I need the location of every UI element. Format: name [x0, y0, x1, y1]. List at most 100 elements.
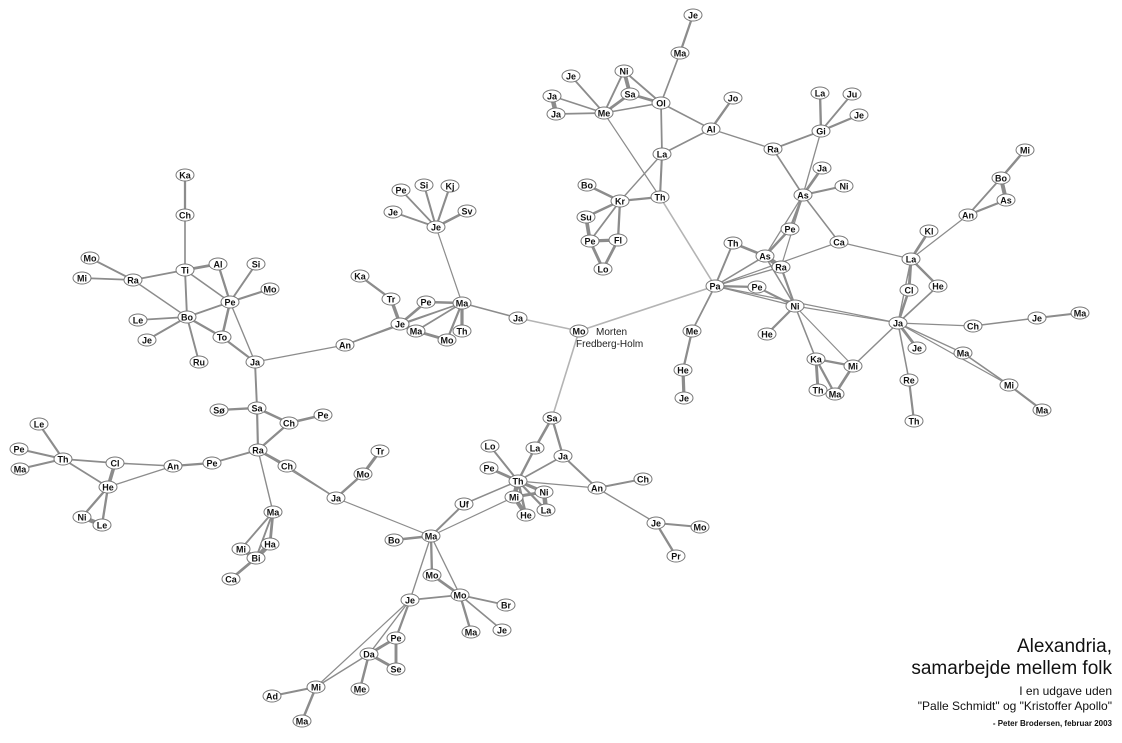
person-node: Ch — [279, 416, 299, 430]
person-node: Da — [359, 647, 379, 661]
person-node: Je — [674, 391, 694, 405]
person-node: He — [673, 363, 693, 377]
person-node-label: Mo — [357, 470, 370, 480]
person-node: Ni — [614, 64, 634, 78]
person-node: Je — [1027, 311, 1047, 325]
person-node-shape — [105, 456, 125, 470]
person-node: Jo — [723, 91, 743, 105]
person-node-label: Ma — [267, 508, 280, 518]
person-node-shape — [928, 279, 948, 293]
person-node-shape — [247, 401, 267, 415]
person-node: Th — [650, 190, 670, 204]
collaboration-edge — [459, 594, 503, 631]
collaboration-edge — [660, 52, 681, 104]
person-node: Sa — [620, 87, 640, 101]
person-node: Kl — [919, 224, 939, 238]
person-node-shape — [899, 283, 919, 297]
collaboration-edge — [435, 226, 463, 304]
person-node-shape — [763, 142, 783, 156]
person-node-label: Je — [854, 111, 864, 121]
person-node: Ra — [763, 142, 783, 156]
person-node-shape — [651, 96, 671, 110]
collaboration-edge — [430, 496, 515, 537]
collaboration-edge — [578, 285, 716, 332]
person-node: Pa — [705, 279, 725, 293]
person-node-label: Mo — [264, 285, 277, 295]
person-node-label: Je — [566, 72, 576, 82]
person-node-shape — [208, 257, 228, 271]
person-node-shape — [496, 598, 516, 612]
person-node-label: To — [217, 333, 228, 343]
person-node-shape — [542, 89, 562, 103]
person-node-label: La — [657, 150, 668, 160]
person-node-shape — [757, 327, 777, 341]
person-node: Ju — [842, 87, 862, 101]
person-node-shape — [175, 208, 195, 222]
collaboration-edge — [114, 462, 174, 467]
person-node-label: He — [677, 366, 689, 376]
person-node-shape — [326, 491, 346, 505]
person-node: Je — [426, 220, 446, 234]
person-node-shape — [381, 292, 401, 306]
person-node-label: Gi — [816, 127, 826, 137]
person-node-shape — [246, 551, 266, 565]
person-node: Th — [808, 383, 828, 397]
collaboration-edge — [186, 316, 200, 363]
title-line-1: Alexandria, — [1016, 636, 1112, 657]
person-node-label: Bi — [252, 554, 261, 564]
person-node-shape — [999, 378, 1019, 392]
person-node-label: Fl — [614, 236, 622, 246]
person-node-label: Pr — [671, 552, 681, 562]
person-node-label: Ni — [840, 182, 849, 192]
person-node: Ch — [963, 319, 983, 333]
person-node-shape — [29, 417, 49, 431]
person-node-label: Ch — [179, 211, 191, 221]
collaboration-edge — [551, 95, 605, 114]
person-node-label: Ra — [127, 276, 139, 286]
collaboration-edge — [897, 322, 910, 381]
person-node: Me — [682, 324, 702, 338]
person-node-shape — [384, 533, 404, 547]
person-node-shape — [587, 481, 607, 495]
person-node-shape — [386, 662, 406, 676]
person-node-shape — [1070, 306, 1090, 320]
person-node-shape — [650, 190, 670, 204]
center-person-label: Morten Fredberg-Holm — [576, 327, 643, 351]
collaboration-edge — [710, 128, 774, 150]
person-node: Al — [701, 122, 721, 136]
person-node: Sa — [542, 411, 562, 425]
person-node-shape — [849, 108, 869, 122]
person-node: Me — [594, 106, 614, 120]
person-node: Ad — [262, 689, 282, 703]
person-node-shape — [806, 352, 826, 366]
person-node: Me — [350, 682, 370, 696]
person-node-label: Je — [431, 223, 441, 233]
person-node: Fl — [608, 233, 628, 247]
person-node: Th — [723, 236, 743, 250]
person-node-shape — [390, 317, 410, 331]
person-node: Ka — [175, 168, 195, 182]
person-node: An — [958, 208, 978, 222]
person-node-shape — [292, 714, 312, 728]
person-node: As — [996, 193, 1016, 207]
person-node: Kj — [440, 179, 460, 193]
collaboration-edge — [794, 305, 854, 367]
collaboration-edge — [661, 128, 712, 155]
person-node-label: Sa — [251, 404, 263, 414]
person-node-shape — [98, 480, 118, 494]
person-node: Su — [576, 210, 596, 224]
person-node-shape — [580, 234, 600, 248]
person-node-label: Tr — [387, 295, 396, 305]
collaboration-edge — [714, 266, 782, 287]
person-node-label: Br — [501, 601, 511, 611]
person-node: Pe — [386, 631, 406, 645]
person-node-label: Cl — [111, 459, 120, 469]
person-node-label: Pe — [751, 283, 762, 293]
collaboration-edge — [603, 70, 625, 114]
author-credit: - Peter Brodersen, februar 2003 — [992, 719, 1112, 728]
person-node-shape — [991, 171, 1011, 185]
person-node-label: Je — [497, 626, 507, 636]
person-node-label: Pe — [224, 298, 235, 308]
person-node-label: Pe — [395, 186, 406, 196]
